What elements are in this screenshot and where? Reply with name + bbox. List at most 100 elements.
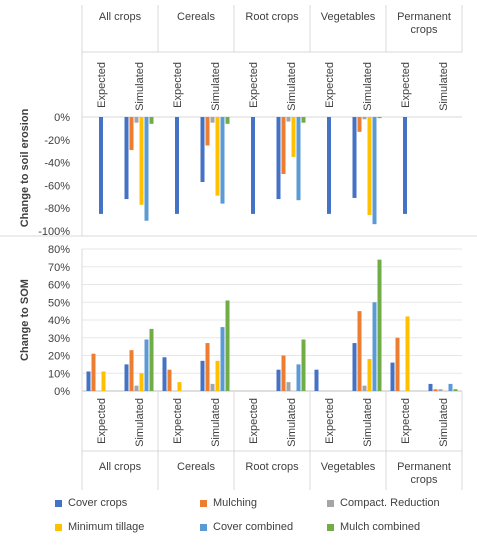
bar-cover-combined [296,364,301,391]
legend-swatch [327,523,334,531]
subgroup-label-expected: Expected [248,398,260,444]
bar-cover-crops [327,117,331,214]
bar-mulching [205,343,210,391]
bar-mulching [129,350,134,391]
y-tick-label: 80% [48,244,70,256]
subgroup-label-expected: Expected [172,62,184,108]
bar-mulching [395,337,400,391]
group-label-vegetables: Vegetables [321,461,376,473]
bar-cover-crops [314,369,319,391]
bar-minimum-tillage [367,359,372,391]
bar-minimum-tillage [215,360,220,391]
bar-cover-crops [86,371,91,391]
legend-label: Cover crops [68,497,128,509]
subgroup-label-simulated: Simulated [134,62,146,111]
bar-cover-crops [251,117,255,214]
bar-cover-combined [296,117,301,201]
group-label-root-crops: Root crops [245,11,299,23]
subgroup-label-expected: Expected [96,398,108,444]
legend-item-cover-crops: Cover crops [55,497,127,509]
y-axis-title: Change to SOM [19,279,31,361]
y-tick-label: 10% [48,368,70,380]
bar-cover-crops [200,117,205,182]
bar-mulch-combined [301,117,306,123]
bar-mulch-combined [453,389,458,391]
bar-cover-combined [372,117,377,225]
bar-cover-crops [352,343,357,391]
bar-cover-crops [124,364,129,391]
subgroup-label-simulated: Simulated [134,398,146,447]
bar-compact-reduction [134,117,139,123]
bar-cover-crops [352,117,357,198]
subgroup-label-expected: Expected [400,398,412,444]
subgroup-label-simulated: Simulated [286,62,298,111]
group-label-cereals: Cereals [177,461,215,473]
bar-cover-crops [276,369,281,391]
bar-cover-crops [428,383,433,391]
bar-minimum-tillage [405,316,410,391]
bar-compact-reduction [362,117,367,120]
subgroup-label-expected: Expected [248,62,260,108]
group-label-permanent-crops-line1: Permanent [397,11,451,23]
y-tick-label: -80% [44,203,70,215]
bar-cover-combined [144,117,149,221]
legend-label: Mulch combined [340,521,421,533]
legend-item-mulch-combined: Mulch combined [327,521,420,533]
y-tick-label: 70% [48,262,70,274]
subgroup-label-simulated: Simulated [210,398,222,447]
subgroup-label-simulated: Simulated [362,62,374,111]
bar-compact-reduction [362,385,367,391]
legend-swatch [55,523,62,531]
bar-mulch-combined [149,117,154,124]
legend-swatch [200,523,207,531]
subgroup-label-expected: Expected [400,62,412,108]
bar-cover-crops [390,362,395,391]
group-label-all-crops: All crops [99,461,142,473]
group-label-permanent-crops-line2: crops [411,474,438,486]
y-axis-title: Change to soil erosion [19,108,31,227]
bar-mulching [205,117,210,146]
legend-swatch [55,499,62,507]
subgroup-label-expected: Expected [172,398,184,444]
bar-mulch-combined [225,117,230,124]
bar-cover-combined [448,383,453,391]
bar-compact-reduction [438,389,443,391]
subgroup-label-simulated: Simulated [362,398,374,447]
bar-compact-reduction [134,385,139,391]
legend-label: Cover combined [213,521,294,533]
bar-minimum-tillage [139,117,144,205]
bar-cover-combined [220,327,225,391]
y-tick-label: 40% [48,315,70,327]
bar-cover-crops [175,117,179,214]
subgroup-label-simulated: Simulated [210,62,222,111]
subgroup-label-expected: Expected [96,62,108,108]
legend-label: Mulching [213,497,258,509]
bar-compact-reduction [210,383,215,391]
subgroup-label-simulated: Simulated [438,62,450,111]
bar-minimum-tillage [367,117,372,216]
bar-cover-crops [124,117,129,200]
legend-label: Minimum tillage [68,521,145,533]
y-tick-label: -40% [44,158,70,170]
som-chart: 0% 10% 20% 30% 40% 50% 60% 70% 80% Change to SOM E… [19,244,463,490]
group-label-root-crops: Root crops [245,461,299,473]
bar-cover-combined [372,302,377,391]
bar-mulch-combined [225,300,230,391]
bar-mulching [129,117,134,151]
bar-mulching [281,355,286,391]
legend-swatch [327,499,334,507]
bar-minimum-tillage [101,371,106,391]
y-tick-label: -100% [38,226,70,238]
legend-item-minimum-tillage: Minimum tillage [55,521,144,533]
subgroup-label-expected: Expected [324,398,336,444]
bar-mulching [91,353,96,391]
y-tick-label: 0% [54,112,70,124]
bar-minimum-tillage [177,382,182,391]
bar-mulching [357,117,362,132]
bar-cover-combined [144,339,149,391]
bar-mulch-combined [377,259,382,391]
subgroup-label-simulated: Simulated [286,398,298,447]
bar-mulch-combined [301,339,306,391]
bar-minimum-tillage [291,117,296,157]
